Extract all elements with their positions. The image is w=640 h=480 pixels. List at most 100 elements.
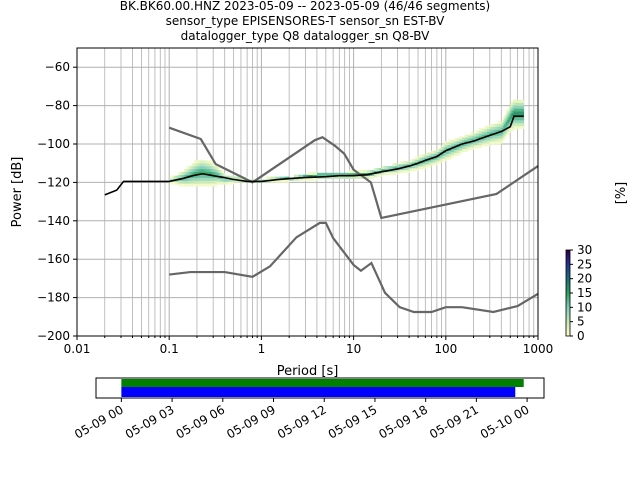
density-cell	[462, 140, 465, 144]
density-cell	[348, 169, 353, 174]
density-cell	[448, 150, 452, 154]
density-cell	[226, 178, 228, 182]
density-cell	[510, 127, 512, 131]
density-cell	[522, 99, 525, 104]
colorbar-cell	[566, 284, 570, 287]
density-cell	[172, 181, 175, 185]
density-cell	[467, 144, 471, 148]
density-cell	[397, 164, 400, 168]
density-cell	[476, 136, 480, 140]
density-cell	[212, 166, 215, 170]
density-cell	[502, 117, 505, 121]
density-cell	[445, 144, 449, 149]
density-cell	[211, 166, 214, 170]
density-cell	[196, 177, 199, 181]
density-cell	[199, 177, 202, 181]
density-cell	[196, 168, 199, 173]
density-cell	[223, 181, 226, 185]
density-cell	[355, 172, 360, 176]
density-cell	[195, 168, 198, 173]
density-cell	[507, 108, 510, 112]
density-cell	[501, 121, 504, 126]
density-cell	[202, 177, 204, 181]
colorbar-cell	[566, 320, 570, 323]
timeline-tick-label: 05-09 18	[376, 402, 430, 441]
density-cell	[511, 101, 513, 105]
density-cell	[238, 176, 241, 180]
colorbar-cell	[566, 332, 570, 335]
density-cell	[462, 143, 465, 147]
density-cell	[511, 110, 513, 114]
density-cell	[515, 125, 518, 129]
density-cell	[517, 102, 520, 106]
density-cell	[451, 151, 455, 155]
coverage-bar-data	[121, 379, 524, 387]
colorbar-cell	[566, 266, 570, 269]
density-cell	[200, 180, 203, 184]
density-cell	[208, 183, 211, 187]
density-cell	[515, 102, 518, 106]
density-cell	[469, 144, 472, 148]
density-cell	[478, 133, 482, 137]
density-cell	[202, 168, 204, 173]
density-cell	[186, 166, 189, 170]
density-cell	[224, 181, 227, 185]
density-cell	[478, 144, 482, 149]
density-cell	[510, 124, 512, 128]
density-cell	[510, 119, 512, 123]
density-cell	[491, 129, 494, 133]
density-cell	[215, 177, 218, 181]
density-cell	[463, 140, 467, 144]
density-cell	[211, 180, 214, 184]
density-cell	[510, 107, 512, 111]
density-cell	[512, 110, 514, 114]
density-cell	[177, 180, 180, 184]
density-cell	[439, 148, 442, 152]
density-cell	[200, 163, 203, 167]
density-cell	[204, 160, 207, 164]
density-cell	[489, 138, 493, 142]
density-cell	[453, 152, 457, 156]
density-cell	[405, 167, 408, 171]
density-cell	[212, 168, 215, 173]
timeline-tick-label: 05-09 12	[275, 402, 329, 441]
density-cell	[471, 132, 474, 136]
x-tick-label: 10	[346, 342, 361, 356]
density-cell	[214, 180, 216, 184]
x-axis-label: Period [s]	[277, 364, 339, 379]
x-tick-label: 100	[434, 342, 457, 356]
density-cell	[214, 183, 216, 187]
density-cell	[520, 117, 523, 121]
timeline-tick-label: 05-09 21	[427, 402, 481, 441]
density-cell	[217, 172, 219, 176]
density-cell	[196, 171, 199, 176]
density-cell	[200, 177, 203, 181]
density-cell	[218, 169, 220, 174]
density-cell	[478, 142, 482, 146]
colorbar-cell	[566, 310, 570, 313]
density-cell	[513, 121, 515, 126]
colorbar-tick-label: 25	[577, 257, 592, 271]
colorbar-cell	[566, 316, 570, 319]
colorbar-tick-label: 0	[577, 329, 585, 343]
density-cell	[515, 105, 518, 109]
density-cell	[493, 126, 496, 130]
density-cell	[381, 166, 385, 170]
density-cell	[444, 146, 447, 151]
colorbar-cell	[566, 304, 570, 307]
density-cell	[429, 161, 432, 165]
density-cell	[504, 132, 507, 136]
density-cell	[517, 117, 520, 121]
density-cell	[202, 160, 204, 164]
density-cell	[451, 154, 455, 158]
density-cell	[202, 183, 204, 187]
density-cell	[217, 178, 219, 182]
density-cell	[499, 123, 502, 128]
density-cell	[507, 122, 510, 127]
density-cell	[518, 111, 521, 115]
density-cell	[495, 138, 498, 142]
colorbar-cell	[566, 282, 570, 285]
density-cell	[418, 157, 420, 161]
colorbar-cell	[566, 270, 570, 273]
density-cell	[207, 183, 210, 187]
